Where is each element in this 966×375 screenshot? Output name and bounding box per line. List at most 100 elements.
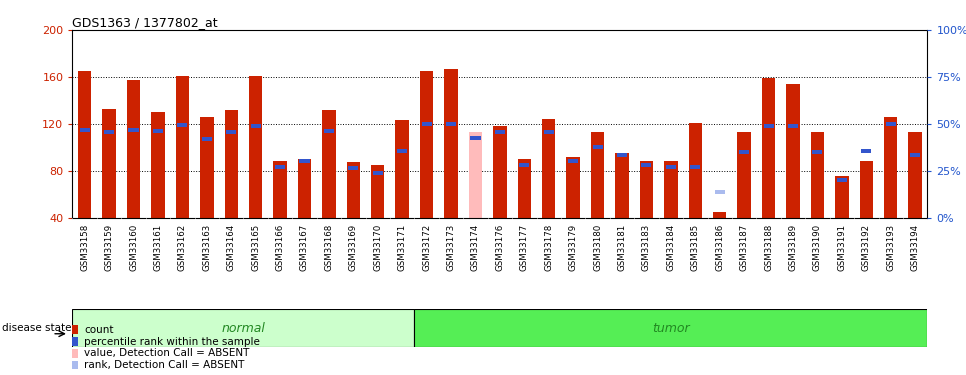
Bar (884, 117, 897, 218)
Text: GSM33178: GSM33178 (544, 224, 554, 271)
Bar (420, 71, 434, 217)
Text: GSM33179: GSM33179 (569, 224, 578, 271)
Bar (837, 178, 847, 182)
Bar (128, 128, 138, 132)
Text: rank, Detection Call = ABSENT: rank, Detection Call = ABSENT (84, 360, 244, 370)
Text: GSM33194: GSM33194 (911, 224, 920, 271)
Text: percentile rank within the sample: percentile rank within the sample (84, 336, 260, 346)
Bar (739, 150, 750, 154)
Bar (250, 124, 261, 128)
Text: GSM33168: GSM33168 (325, 224, 333, 271)
Bar (347, 162, 360, 218)
Bar (810, 132, 824, 218)
Text: GSM33174: GSM33174 (471, 224, 480, 271)
Bar (224, 110, 238, 218)
Bar (444, 69, 458, 218)
Text: GSM33183: GSM33183 (642, 224, 651, 271)
Bar (715, 190, 724, 194)
Text: GSM33162: GSM33162 (178, 224, 186, 271)
Text: GSM33165: GSM33165 (251, 224, 260, 271)
Bar (665, 161, 677, 218)
Text: tumor: tumor (652, 322, 690, 334)
Bar (226, 130, 237, 134)
Bar (617, 153, 627, 158)
Text: GSM33177: GSM33177 (520, 224, 528, 271)
Text: GSM33181: GSM33181 (617, 224, 627, 271)
Text: GSM33186: GSM33186 (715, 224, 724, 271)
Text: GSM33184: GSM33184 (667, 224, 675, 271)
Bar (324, 129, 334, 133)
Text: GSM33173: GSM33173 (446, 224, 456, 271)
Text: GSM33164: GSM33164 (227, 224, 236, 271)
Bar (273, 161, 287, 218)
Text: GSM33172: GSM33172 (422, 224, 431, 271)
Bar (153, 129, 163, 133)
Text: GSM33160: GSM33160 (129, 224, 138, 271)
Text: GSM33192: GSM33192 (862, 224, 870, 271)
Text: GSM33191: GSM33191 (838, 224, 846, 271)
Text: GSM33185: GSM33185 (691, 224, 699, 271)
Bar (568, 159, 579, 163)
Bar (202, 137, 212, 141)
Text: disease state: disease state (2, 323, 71, 333)
Bar (102, 108, 116, 217)
Bar (470, 136, 480, 140)
Text: GSM33158: GSM33158 (80, 224, 89, 271)
Bar (323, 110, 335, 218)
Bar (395, 120, 409, 218)
Text: GSM33161: GSM33161 (154, 224, 162, 271)
Bar (886, 122, 895, 126)
Bar (591, 132, 605, 218)
Bar (79, 128, 90, 132)
Bar (615, 153, 629, 218)
Text: GSM33188: GSM33188 (764, 224, 773, 271)
Bar (397, 148, 408, 153)
Bar (414, 309, 927, 347)
Bar (469, 132, 482, 218)
Text: GSM33171: GSM33171 (398, 224, 407, 271)
Bar (860, 161, 873, 218)
Bar (72, 349, 77, 358)
Text: GSM33170: GSM33170 (373, 224, 383, 271)
Bar (78, 71, 92, 217)
Text: GSM33169: GSM33169 (349, 224, 357, 271)
Text: value, Detection Call = ABSENT: value, Detection Call = ABSENT (84, 348, 249, 358)
Bar (299, 159, 309, 163)
Bar (72, 360, 77, 369)
Text: GSM33189: GSM33189 (788, 224, 798, 271)
Bar (178, 123, 187, 127)
Bar (566, 157, 580, 218)
Bar (641, 163, 651, 167)
Bar (72, 337, 77, 346)
Text: GSM33190: GSM33190 (813, 224, 822, 271)
Bar (910, 153, 921, 158)
Bar (639, 161, 653, 218)
Text: GSM33167: GSM33167 (300, 224, 309, 271)
Bar (72, 326, 77, 334)
Bar (104, 130, 114, 134)
Bar (689, 123, 702, 218)
Text: GSM33176: GSM33176 (496, 224, 504, 271)
Text: GSM33180: GSM33180 (593, 224, 602, 271)
Bar (249, 76, 263, 217)
Text: GSM33187: GSM33187 (740, 224, 749, 271)
Bar (495, 130, 505, 134)
Bar (762, 78, 776, 218)
Bar (373, 171, 383, 175)
Bar (176, 76, 189, 217)
Text: count: count (84, 325, 114, 335)
Bar (763, 124, 774, 128)
Bar (518, 159, 531, 218)
Bar (786, 84, 800, 218)
Bar (494, 126, 506, 218)
Bar (713, 211, 726, 217)
Bar (520, 163, 529, 167)
Text: GSM33163: GSM33163 (202, 224, 212, 271)
Text: GDS1363 / 1377802_at: GDS1363 / 1377802_at (72, 16, 218, 29)
Bar (544, 130, 554, 134)
Bar (788, 124, 798, 128)
Bar (275, 165, 285, 169)
Bar (446, 122, 456, 126)
Bar (691, 165, 700, 169)
Bar (349, 166, 358, 170)
